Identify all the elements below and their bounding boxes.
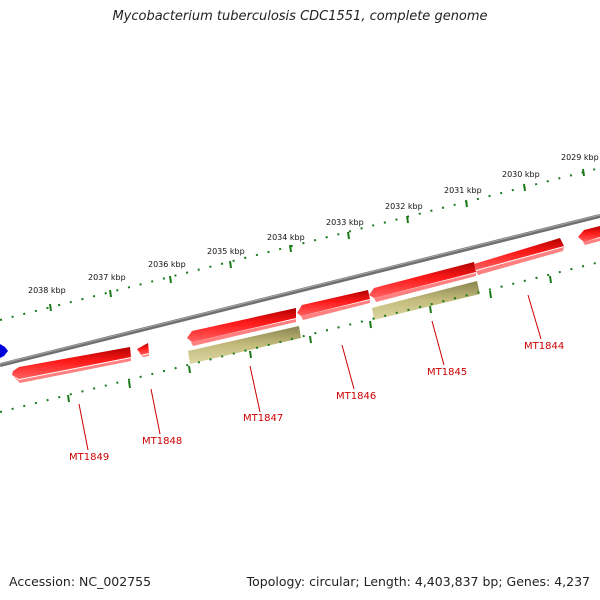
- gene-feature-next[interactable]: [578, 226, 600, 245]
- gene-label-mt1847: MT1847: [243, 413, 283, 424]
- scale-label: 2034 kbp: [267, 233, 305, 242]
- genome-summary-text: Topology: circular; Length: 4,403,837 bp…: [246, 574, 590, 589]
- inner-major-tick: [429, 305, 432, 314]
- gene-label-mt1848: MT1848: [142, 436, 182, 447]
- scale-label: 2030 kbp: [502, 170, 540, 179]
- outer-tick-ring: [0, 167, 600, 321]
- inner-major-tick: [188, 365, 191, 374]
- gene-feature-mt1848[interactable]: [137, 343, 149, 357]
- leader-line: [78, 403, 89, 451]
- gene-feature-mt1849[interactable]: [12, 347, 131, 383]
- scale-label: 2029 kbp: [561, 153, 599, 162]
- major-tick: [169, 275, 172, 284]
- major-tick: [289, 244, 292, 253]
- major-tick: [582, 168, 585, 177]
- major-tick: [109, 289, 112, 298]
- scale-label: 2031 kbp: [444, 186, 482, 195]
- reverse-gene-feature[interactable]: [372, 281, 480, 320]
- leader-line: [431, 320, 445, 366]
- map-title: Mycobacterium tuberculosis CDC1551, comp…: [112, 9, 488, 24]
- gene-feature-mt1845[interactable]: [369, 262, 476, 302]
- major-tick: [523, 183, 526, 192]
- accession-text: Accession: NC_002755: [9, 574, 152, 589]
- genome-backbone: [0, 214, 600, 367]
- inner-major-tick: [67, 394, 70, 403]
- gene-feature-mt1846[interactable]: [297, 290, 370, 320]
- scale-label: 2032 kbp: [385, 202, 423, 211]
- inner-major-tick: [369, 320, 372, 329]
- gene-label-mt1845: MT1845: [427, 367, 467, 378]
- major-tick: [229, 260, 232, 269]
- leader-line: [150, 388, 161, 435]
- scale-label: 2035 kbp: [207, 247, 245, 256]
- major-tick: [347, 231, 350, 240]
- gene-label-mt1844: MT1844: [524, 341, 564, 352]
- gene-label-mt1846: MT1846: [336, 391, 376, 402]
- leader-line: [341, 344, 355, 390]
- gene-feature-mt1844[interactable]: [474, 238, 564, 275]
- scale-label: 2036 kbp: [148, 260, 186, 269]
- scale-label: 2033 kbp: [326, 218, 364, 227]
- inner-major-tick: [128, 380, 131, 389]
- scale-label: 2038 kbp: [28, 286, 66, 295]
- major-tick: [49, 303, 52, 312]
- reverse-gene-feature[interactable]: [188, 326, 301, 364]
- major-tick: [406, 215, 409, 224]
- inner-major-tick: [309, 335, 312, 344]
- major-tick: [465, 199, 468, 208]
- inner-major-tick: [549, 275, 552, 284]
- leader-line: [249, 365, 261, 413]
- leader-line: [527, 294, 542, 340]
- scale-label: 2037 kbp: [88, 273, 126, 282]
- gene-label-mt1849: MT1849: [69, 452, 109, 463]
- position-marker: [0, 344, 8, 358]
- inner-major-tick: [489, 290, 492, 299]
- inner-major-tick: [249, 350, 252, 359]
- gene-feature-mt1847[interactable]: [187, 308, 296, 346]
